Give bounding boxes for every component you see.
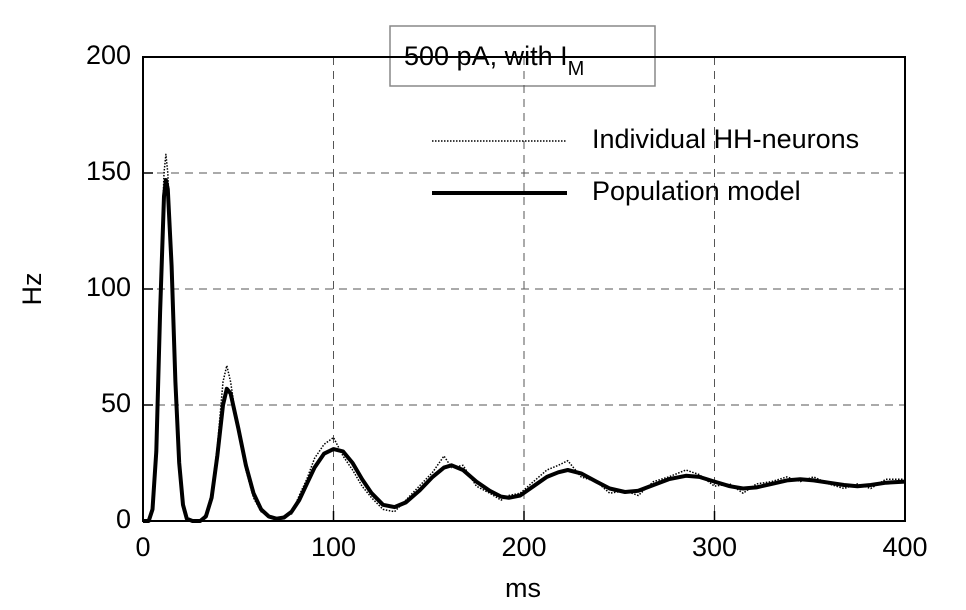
title-subscript: M xyxy=(568,58,585,80)
x-tick-label: 0 xyxy=(135,532,150,562)
y-tick-label: 0 xyxy=(116,504,131,534)
legend-label: Individual HH-neurons xyxy=(592,124,859,154)
plot-frame xyxy=(142,56,906,522)
y-tick-label: 50 xyxy=(101,388,131,418)
x-tick-label: 200 xyxy=(501,532,546,562)
series-line xyxy=(143,178,906,523)
y-tick-label: 100 xyxy=(86,272,131,302)
y-tick-label: 200 xyxy=(86,40,131,70)
x-tick-label: 300 xyxy=(692,532,737,562)
x-tick-label: 400 xyxy=(882,532,927,562)
x-axis-label: ms xyxy=(505,573,541,603)
x-tick-label: 100 xyxy=(311,532,356,562)
legend-label: Population model xyxy=(592,176,801,206)
y-tick-label: 150 xyxy=(86,156,131,186)
y-axis-label: Hz xyxy=(17,273,47,306)
